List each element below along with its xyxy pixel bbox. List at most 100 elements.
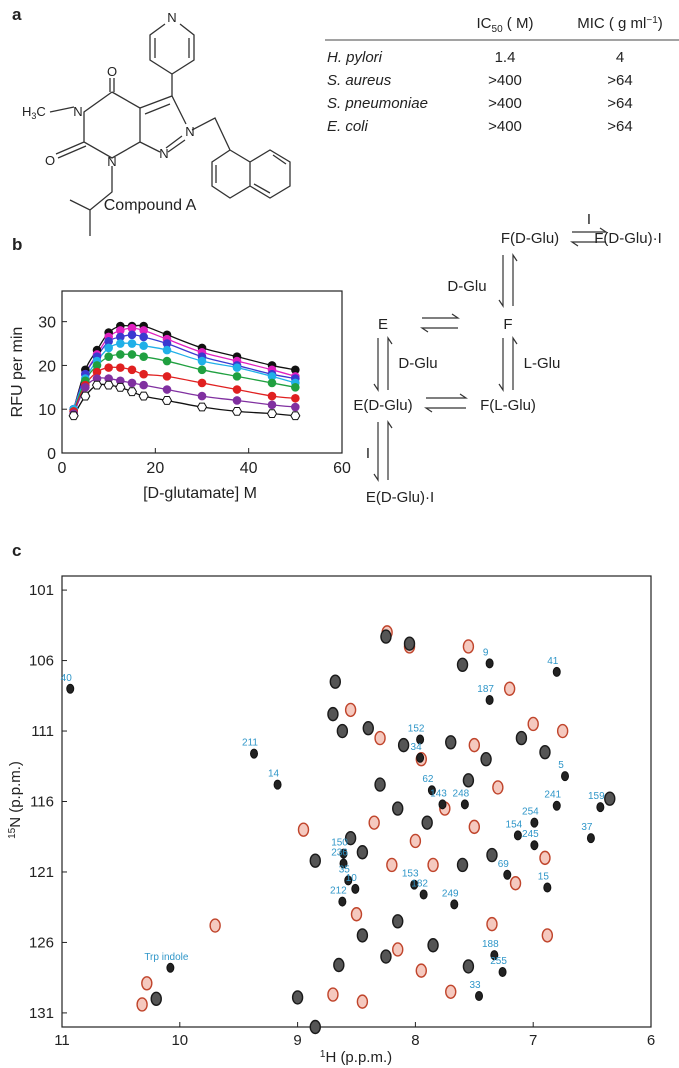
peak-label: 152 bbox=[408, 723, 425, 734]
peak-label: 41 bbox=[547, 656, 559, 667]
peak-label: 37 bbox=[581, 822, 593, 833]
peak bbox=[415, 963, 427, 978]
y-axis-label: 15N (p.p.m.) bbox=[7, 761, 24, 839]
peak-label: 62 bbox=[422, 774, 434, 785]
peak bbox=[419, 889, 428, 900]
peak bbox=[410, 879, 419, 890]
y-tick-label: 20 bbox=[38, 358, 56, 375]
point bbox=[116, 339, 125, 348]
point bbox=[231, 407, 243, 416]
point bbox=[267, 400, 277, 410]
header-sub: 50 bbox=[492, 24, 504, 35]
peak bbox=[338, 896, 347, 907]
table-cell: >400 bbox=[488, 95, 522, 112]
point bbox=[139, 369, 148, 379]
peak bbox=[503, 681, 516, 696]
peak bbox=[350, 907, 363, 922]
peak-label: 5 bbox=[558, 760, 564, 771]
table-cell: 1.4 bbox=[495, 49, 516, 66]
peak bbox=[416, 752, 425, 763]
peak bbox=[462, 639, 475, 654]
peak bbox=[273, 779, 282, 790]
point bbox=[127, 365, 137, 375]
label-text: H (p.p.m.) bbox=[325, 1049, 392, 1066]
peak bbox=[209, 918, 221, 933]
point bbox=[197, 378, 207, 388]
point bbox=[267, 372, 277, 381]
atom-sub: 3 bbox=[31, 111, 36, 121]
point bbox=[291, 402, 300, 412]
peak-label: 159 bbox=[588, 791, 605, 802]
organism: S. aureus bbox=[327, 72, 392, 89]
peak-label: 211 bbox=[242, 738, 258, 749]
compound-name: Compound A bbox=[104, 197, 197, 214]
peak bbox=[527, 716, 539, 732]
point bbox=[116, 326, 125, 335]
point bbox=[267, 378, 277, 388]
peak bbox=[344, 702, 357, 718]
y-tick-label: 10 bbox=[38, 402, 56, 419]
peak bbox=[492, 780, 504, 795]
scheme-node: F(D-Glu) bbox=[501, 230, 559, 247]
peak bbox=[362, 721, 374, 736]
point bbox=[92, 367, 102, 377]
x-axis-label: 1H (p.p.m.) bbox=[320, 1049, 392, 1066]
y-tick-label: 121 bbox=[29, 864, 54, 881]
point bbox=[139, 332, 148, 342]
point bbox=[104, 374, 113, 383]
scheme-edge-label: D-Glu bbox=[447, 278, 486, 295]
point bbox=[92, 374, 102, 383]
peak-label: 212 bbox=[330, 886, 347, 897]
table-cell: >64 bbox=[607, 72, 632, 89]
peak bbox=[336, 723, 349, 739]
peak bbox=[445, 984, 457, 999]
point bbox=[162, 385, 172, 394]
peak bbox=[397, 737, 410, 753]
point bbox=[197, 365, 207, 375]
x-tick-label: 20 bbox=[146, 460, 164, 477]
atom-label: N bbox=[185, 124, 194, 139]
peak bbox=[475, 990, 484, 1001]
peak bbox=[309, 853, 321, 868]
peak bbox=[515, 730, 528, 746]
peak bbox=[327, 706, 339, 722]
organism: E. coli bbox=[327, 118, 369, 135]
peak bbox=[456, 657, 469, 672]
point bbox=[92, 361, 102, 370]
peak bbox=[498, 967, 507, 978]
peak bbox=[380, 949, 392, 964]
peak-label: 254 bbox=[522, 807, 539, 818]
scheme-node: E bbox=[378, 316, 388, 333]
y-tick-label: 101 bbox=[29, 582, 54, 599]
peak bbox=[486, 916, 498, 932]
peak bbox=[530, 840, 539, 851]
peak bbox=[490, 950, 499, 961]
point bbox=[138, 391, 149, 401]
peak bbox=[456, 857, 469, 873]
peak bbox=[403, 636, 416, 651]
peak bbox=[556, 723, 569, 739]
point bbox=[197, 356, 207, 366]
peak bbox=[327, 987, 339, 1002]
panel-label: a bbox=[12, 5, 22, 24]
peak bbox=[421, 815, 433, 830]
y-tick-label: 106 bbox=[29, 653, 54, 670]
point bbox=[127, 350, 137, 359]
organism: H. pylori bbox=[327, 49, 383, 66]
point bbox=[197, 391, 207, 401]
peak bbox=[503, 869, 512, 880]
point bbox=[68, 411, 79, 421]
peak-label: 14 bbox=[268, 769, 280, 780]
peak-label: 34 bbox=[411, 742, 423, 753]
peak bbox=[480, 752, 492, 767]
x-tick-label: 11 bbox=[54, 1032, 70, 1049]
x-axis-label: [D-glutamate] M bbox=[143, 485, 257, 502]
peak bbox=[392, 801, 404, 816]
peak bbox=[552, 800, 561, 811]
methyl-label: H3C bbox=[22, 104, 46, 121]
x-tick-label: 0 bbox=[58, 460, 67, 477]
point bbox=[116, 376, 125, 386]
x-tick-label: 6 bbox=[647, 1032, 655, 1049]
scheme-edge-label: I bbox=[587, 211, 591, 228]
label-sup: 15 bbox=[7, 827, 18, 839]
